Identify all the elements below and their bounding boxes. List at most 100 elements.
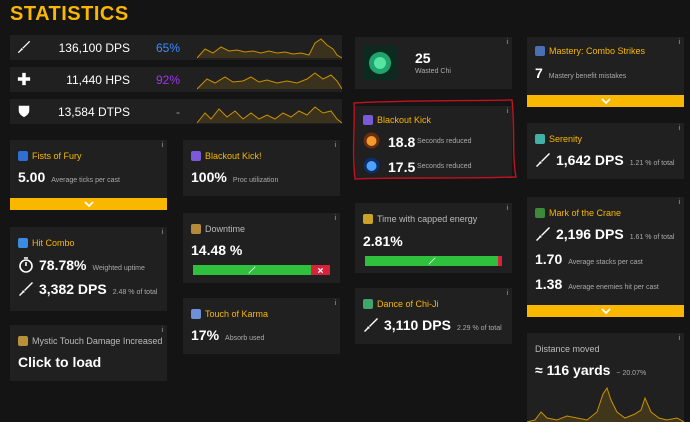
plus-icon [17,72,31,86]
fists-of-fury-label: Average ticks per cast [51,177,120,184]
blackout-kick-panel: i Blackout Kick 18.8 Seconds reduced 17.… [355,106,512,178]
hit-combo-uptime: 78.78% [39,257,87,273]
downtime-title: Downtime [191,224,245,234]
uncapped-segment [365,256,498,266]
downtime-panel: i Downtime 14.48 % [183,213,340,283]
chevron-down-icon [601,308,611,314]
mystic-touch-icon [18,336,28,346]
info-icon[interactable]: i [678,199,680,206]
sword-icon [535,152,551,168]
info-icon[interactable]: i [506,205,508,212]
info-icon[interactable]: i [161,229,163,236]
dance-of-chiji-dps: 3,110 DPS [384,317,451,333]
crane-dps: 2,196 DPS [556,226,624,242]
mastery-panel: i Mastery: Combo Strikes 7 Mastery benef… [527,37,684,107]
crane-dps-percent: 1.61 % of total [629,234,675,241]
serenity-title: Serenity [535,134,582,144]
info-icon[interactable]: i [506,290,508,297]
capped-segment [498,256,502,266]
distance-sparkline [527,386,684,422]
mastery-expand-button[interactable] [527,95,684,107]
capped-energy-value: 2.81% [363,233,403,249]
page-title: STATISTICS [10,3,129,25]
wasted-chi-value: 25 [415,50,431,66]
hit-combo-title: Hit Combo [18,238,75,248]
frost-icon [363,157,380,174]
dance-of-chiji-title: Dance of Chi-Ji [363,299,439,309]
capped-energy-title: Time with capped energy [363,214,477,224]
capped-energy-panel: i Time with capped energy 2.81% [355,203,512,273]
info-icon[interactable]: i [506,108,508,115]
wasted-chi-label: Wasted Chi [415,68,451,75]
info-icon[interactable]: i [161,142,163,149]
dtps-sparkline [197,106,342,124]
distance-moved-value: ≈ 116 yards [535,362,611,378]
distance-moved-percent: ~ 20.07% [616,370,647,377]
distance-moved-title: Distance moved [535,344,600,354]
sword-icon [363,317,379,333]
info-icon[interactable]: i [678,39,680,46]
blackout-kick-proc-title: Blackout Kick! [191,151,262,161]
dps-summary-row: 136,100 DPS 65% [10,35,342,60]
info-icon[interactable]: i [161,327,163,334]
red-highlight-annotation [352,99,517,180]
blackout-kick-label-1: Seconds reduced [417,138,472,145]
mastery-label: Mastery benefit mistakes [548,73,627,80]
dps-sparkline [197,38,342,59]
karma-icon [191,309,201,319]
info-icon[interactable]: i [334,300,336,307]
serenity-panel: i Serenity 1,642 DPS 1.21 % of total [527,123,684,179]
click-to-load-button[interactable]: Click to load [18,354,102,370]
fists-of-fury-icon [18,151,28,161]
serenity-percent: 1.21 % of total [629,160,675,167]
hourglass-icon [191,224,201,234]
dtps-percent: - [176,105,180,119]
crane-enemies: 1.38 [535,276,563,292]
mastery-value: 7 [535,65,543,81]
hit-combo-dps: 3,382 DPS [39,281,107,297]
downtime-bar [193,265,330,275]
dps-percent: 65% [155,41,180,55]
chiji-icon [363,299,373,309]
blackout-kick-icon [363,115,373,125]
crane-stacks-label: Average stacks per cast [568,259,643,266]
sword-icon [18,281,34,297]
mastery-icon [535,46,545,56]
capped-energy-bar [365,256,502,266]
crane-enemies-label: Average enemies hit per cast [568,284,659,291]
blackout-kick-proc-value: 100% [191,169,227,185]
info-icon[interactable]: i [506,39,508,46]
dps-value: 136,100 DPS [58,41,130,55]
info-icon[interactable]: i [678,125,680,132]
crane-icon [535,208,545,218]
serenity-icon [535,134,545,144]
fists-of-fury-expand-button[interactable] [10,198,167,210]
touch-of-karma-label: Absorb used [225,335,265,342]
mystic-touch-title: Mystic Touch Damage Increased [18,336,162,346]
shield-icon [18,105,30,118]
blackout-kick-reduced-1: 18.8 [388,134,416,150]
info-icon[interactable]: i [334,215,336,222]
touch-of-karma-value: 17% [191,327,220,343]
stopwatch-icon [19,257,33,273]
blackout-kick-label-2: Seconds reduced [417,163,472,170]
dtps-value: 13,584 DTPS [57,105,130,119]
sword-icon [428,257,436,265]
mastery-title: Mastery: Combo Strikes [535,46,645,56]
touch-of-karma-title: Touch of Karma [191,309,268,319]
fists-of-fury-title: Fists of Fury [18,151,82,161]
energy-icon [363,214,373,224]
hit-combo-uptime-label: Weighted uptime [92,265,145,272]
hps-sparkline [197,72,342,90]
downtime-segment [311,265,330,275]
hps-percent: 92% [155,73,180,87]
serenity-dps: 1,642 DPS [556,152,624,168]
flame-icon [363,132,380,149]
crane-expand-button[interactable] [527,305,684,317]
info-icon[interactable]: i [678,335,680,342]
info-icon[interactable]: i [334,142,336,149]
blackout-kick-proc-icon [191,151,201,161]
mark-of-the-crane-title: Mark of the Crane [535,208,621,218]
active-time-segment [193,265,311,275]
blackout-kick-title: Blackout Kick [363,115,431,125]
